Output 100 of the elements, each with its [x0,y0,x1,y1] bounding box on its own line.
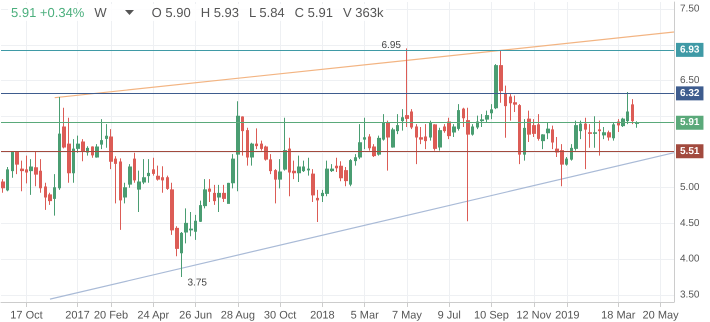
candlestick [490,104,493,120]
candlestick [607,130,611,142]
candlestick [81,138,85,162]
candlestick [95,144,99,158]
candlestick [166,175,169,190]
candlestick [316,189,319,222]
candlestick [274,168,277,204]
y-tick-label: 4.00 [680,254,700,265]
candlestick [631,98,634,125]
candlestick [429,120,432,142]
candlestick [311,168,315,202]
x-tick-label: 2017 [65,310,90,322]
x-tick-label: 17 Oct [10,310,43,322]
candlestick [241,116,244,156]
annotation: C 5.91 [294,5,333,20]
candlestick [283,117,287,172]
candlestick [541,134,545,150]
x-tick-label: 7 May [392,310,422,322]
candlestick [494,64,498,110]
candlestick [15,150,19,175]
candlestick [480,114,484,128]
candlestick [217,184,221,212]
ref-line-label: 5.51 [680,146,700,157]
candlestick [105,124,108,148]
candlestick [485,110,489,124]
candlestick [128,164,132,188]
candlestick [433,124,437,152]
candlestick [499,50,503,104]
candlestick [462,107,465,128]
candlestick [297,155,301,182]
candlestick [147,158,150,184]
candlestick [133,152,136,184]
candlestick [593,116,597,148]
candlestick [236,100,240,192]
candlestick [438,127,442,152]
candlestick [546,122,550,140]
candlestick [152,157,155,176]
candlestick [401,108,404,132]
candlestick [278,158,282,189]
candlestick [246,127,249,166]
candlestick [123,182,127,204]
candlestick [588,124,592,148]
ref-line-label: 6.32 [680,88,700,99]
candlestick [213,184,216,206]
candlestick [602,126,606,140]
candlestick [466,107,470,222]
candlestick [363,117,366,150]
candlestick [100,118,103,150]
x-tick-label: 9 Jul [438,310,461,322]
candlestick [307,157,310,176]
candlestick [584,117,587,170]
candlestick [53,174,56,216]
candlestick [227,182,230,204]
candlestick [598,120,601,156]
ref-line-label: 5.91 [680,117,700,128]
candlestick [349,158,352,187]
annotation: O 5.90 [152,5,191,20]
candlestick [231,154,235,189]
candlestick [523,118,526,162]
x-tick-label: 2018 [310,310,335,322]
candlestick [405,48,409,128]
y-tick-label: 5.00 [680,182,700,194]
candlestick [58,96,61,190]
candlestick [255,128,258,150]
candlestick [504,85,507,138]
x-tick-label: 10 Sep [474,310,509,322]
ref-line-label: 6.93 [680,44,700,56]
y-tick-label: 6.50 [680,75,700,86]
candlestick [29,158,33,196]
annotation: V 363k [342,5,384,20]
x-tick-label: 28 Aug [220,310,255,322]
candlestick [565,156,568,166]
candlestick [471,124,474,136]
annotation: H 5.93 [200,5,239,20]
candlestick [250,142,254,166]
annotation: 3.75 [187,278,208,288]
candlestick [180,232,183,278]
x-tick-label: 12 Nov [516,310,552,322]
y-tick-label: 7.50 [680,4,700,15]
x-tick-label: 24 Apr [137,310,170,322]
candlestick [222,184,226,202]
candlestick [518,104,521,165]
annotation: 5.91 +0.34% [11,5,84,20]
candlestick [447,117,451,140]
x-tick-label: 20 Feb [94,310,128,322]
candlestick [551,125,554,150]
candlestick [11,150,14,178]
candlestick [386,120,390,172]
x-tick-label: 18 Mar [601,310,636,322]
y-tick-label: 3.50 [680,289,700,300]
candlestick [1,178,5,194]
candlestick [208,178,211,202]
candlestick [119,158,122,230]
x-tick-label: 5 Mar [350,310,380,322]
x-tick-label: 20 May [642,310,680,322]
candlestick [6,166,9,192]
candlestick [269,154,272,175]
candlestick [612,122,615,142]
annotation: 6.95 [381,40,402,51]
x-tick-label: 2019 [555,310,580,322]
